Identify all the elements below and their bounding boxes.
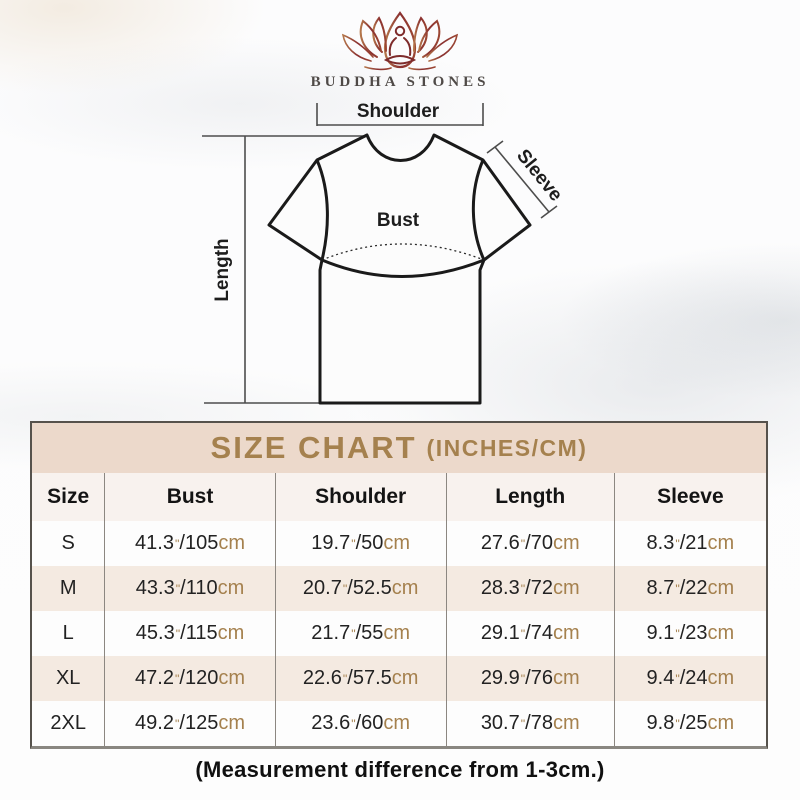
table-header-row: Size Bust Shoulder Length Sleeve <box>32 473 766 521</box>
meditator-figure-icon <box>383 25 417 65</box>
cell-length: 29.9 "/76 cm <box>447 656 615 701</box>
brand-header: BUDDHA STONES <box>0 8 800 91</box>
bust-dotted-line <box>321 243 485 261</box>
cell-shoulder: 23.6 "/60 cm <box>276 701 447 746</box>
size-chart-table: SIZE CHART (INCHES/CM) Size Bust Shoulder L… <box>30 421 768 749</box>
column-header-bust: Bust <box>105 473 276 521</box>
cell-size: M <box>32 566 106 611</box>
brand-wordmark: BUDDHA STONES <box>310 74 490 90</box>
table-row-xl: XL 47.2 "/120 cm 22.6 "/57.5 cm 29.9 "/76 cm 9.4 " /… <box>32 656 766 701</box>
tshirt-outline <box>267 133 532 405</box>
lotus-logo-icon <box>341 11 459 71</box>
cell-bust: 41.3 "/105 cm <box>105 521 276 566</box>
cell-length: 29.1 "/74 cm <box>447 611 615 656</box>
cell-sleeve: 9.4 "/24 cm <box>646 667 735 689</box>
tshirt-measurement-diagram: Shoulder Bust Length Sleeve <box>180 95 600 415</box>
size-chart-title-text: SIZE CHART <box>210 430 417 465</box>
table-row-m: M 43.3 "/110 cm 20.7 "/52.5 cm 28.3 "/72 cm 8.7 "/2… <box>32 566 766 611</box>
cell-sleeve: 8.7 "/22 cm <box>646 577 735 599</box>
footer-note: (Measurement difference from 1-3cm.) <box>195 757 605 782</box>
cell-bust: 47.2 "/120 cm <box>105 656 276 701</box>
table-row-2xl: 2XL 49.2 "/125 cm 23.6 "/60 cm 30.7 "/78 cm 9.8 "/2… <box>32 701 766 746</box>
tshirt-diagram-svg: Shoulder Bust Length Sleeve <box>202 101 566 405</box>
cell-shoulder: 20.7 "/52.5 cm <box>276 566 447 611</box>
size-table-body: S 41.3 "/105 cm 19.7 "/50 cm 27.6 "/70 cm 8.3 "/21 c… <box>32 521 766 746</box>
cell-size: L <box>32 611 106 656</box>
cell-length: 30.7 "/78 cm <box>447 701 615 746</box>
cell-sleeve: 9.1 "/23 cm <box>646 622 735 644</box>
lotus-petals <box>341 11 459 71</box>
length-label: Length <box>212 238 233 301</box>
cell-size: XL <box>32 656 106 701</box>
cell-sleeve: 9.8 "/25 cm <box>646 712 735 734</box>
cell-size: S <box>32 521 106 566</box>
cell-length: 27.6 "/70 cm <box>447 521 615 566</box>
size-chart-title: SIZE CHART (INCHES/CM) <box>32 423 766 473</box>
measure-lines <box>202 103 558 404</box>
cell-bust: 49.2 "/125 cm <box>105 701 276 746</box>
cell-shoulder: 22.6 "/57.5 cm <box>276 656 447 701</box>
column-header-length: Length <box>447 473 615 521</box>
size-chart-title-unit: (INCHES/CM) <box>426 434 588 461</box>
shoulder-label: Shoulder <box>357 101 440 122</box>
column-header-shoulder: Shoulder <box>276 473 447 521</box>
column-header-sleeve: Sleeve <box>657 485 724 508</box>
cell-size: 2XL <box>32 701 106 746</box>
table-row-s: S 41.3 "/105 cm 19.7 "/50 cm 27.6 "/70 cm 8.3 "/21 c… <box>32 521 766 566</box>
cell-bust: 45.3 "/115 cm <box>105 611 276 656</box>
cell-sleeve: 8.3 "/21 cm <box>646 532 735 554</box>
sleeve-label: Sleeve <box>512 146 566 206</box>
bust-label: Bust <box>377 210 420 231</box>
table-row-l: L 45.3 "/115 cm 21.7 "/55 cm 29.1 "/74 cm 9.1 "/23 c… <box>32 611 766 656</box>
cell-shoulder: 21.7 "/55 cm <box>276 611 447 656</box>
column-header-size: Size <box>32 473 106 521</box>
cell-bust: 43.3 "/110 cm <box>105 566 276 611</box>
cell-length: 28.3 "/72 cm <box>447 566 615 611</box>
cell-shoulder: 19.7 "/50 cm <box>276 521 447 566</box>
